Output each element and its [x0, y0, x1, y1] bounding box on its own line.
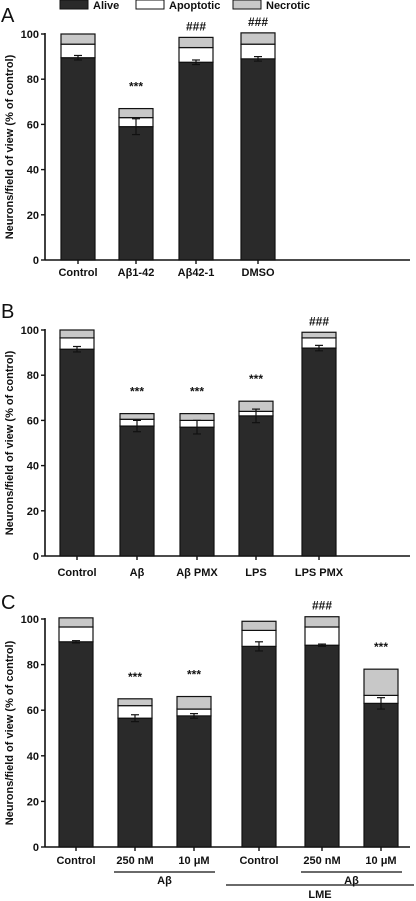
significance-mark: *** — [130, 385, 144, 399]
legend-swatch-necrotic — [232, 0, 262, 10]
bar-alive — [301, 347, 337, 557]
bar-alive — [59, 348, 95, 557]
panel-B: B 0 20 40 60 80 100 Neurons/field of view (% of… — [1, 301, 410, 579]
significance-mark: *** — [129, 80, 143, 94]
x-tick-label: Aβ PMX — [176, 567, 218, 579]
y-tick-label: 80 — [27, 74, 39, 86]
x-tick-label: Aβ42-1 — [178, 267, 215, 279]
bar-alive — [178, 61, 214, 261]
bar-alive — [118, 126, 154, 261]
y-tick-label: 20 — [27, 796, 39, 808]
bar-apoptotic — [304, 626, 340, 646]
bar-necrotic — [59, 329, 95, 339]
y-tick-label: 20 — [27, 506, 39, 518]
legend-label-necrotic: Necrotic — [266, 0, 310, 12]
significance-mark: ### — [186, 19, 206, 33]
significance-mark: *** — [249, 372, 263, 386]
significance-mark: ### — [309, 314, 329, 328]
bar-alive — [363, 702, 399, 848]
y-tick-label: 40 — [27, 461, 39, 473]
y-tick-label: 60 — [27, 119, 39, 131]
y-tick-label: 100 — [21, 29, 39, 41]
bar-alive — [117, 717, 153, 848]
legend-label-apoptotic: Apoptotic — [169, 0, 220, 12]
legend-swatch-alive — [59, 0, 89, 10]
bar-alive — [304, 644, 340, 848]
y-tick-label: 80 — [27, 660, 39, 672]
bar-necrotic — [240, 32, 276, 45]
x-tick-label: Control — [57, 567, 96, 579]
bar-alive — [119, 425, 155, 557]
y-tick-label: 0 — [33, 255, 39, 267]
bar-alive — [241, 645, 277, 848]
bar-alive — [238, 415, 274, 557]
group-label: LME — [308, 889, 331, 901]
y-tick-label: 80 — [27, 370, 39, 382]
bar-necrotic — [178, 36, 214, 49]
panel-C: C 0 20 40 60 80 100 Neurons/field of view (% of… — [1, 592, 414, 901]
bar-alive — [179, 426, 215, 557]
bar-necrotic — [179, 413, 215, 421]
y-tick-label: 60 — [27, 705, 39, 717]
x-tick-label: 250 nM — [116, 855, 153, 867]
y-tick-label: 100 — [21, 325, 39, 337]
bar-necrotic — [118, 107, 154, 119]
bar-necrotic — [58, 617, 94, 628]
bar-alive — [58, 641, 94, 848]
y-tick-label: 100 — [21, 614, 39, 626]
x-tick-label: Control — [239, 855, 278, 867]
bar-necrotic — [304, 616, 340, 628]
panel-letter: C — [1, 592, 15, 614]
bar-necrotic — [117, 698, 153, 707]
bar-necrotic — [301, 331, 337, 339]
y-axis-label: Neurons/field of view (% of control) — [4, 54, 16, 239]
y-axis-label: Neurons/field of view (% of control) — [4, 350, 16, 535]
y-tick-label: 20 — [27, 210, 39, 222]
y-tick-label: 60 — [27, 415, 39, 427]
panels: A 0 20 40 60 80 100 Neurons/field of view (% of… — [1, 5, 414, 901]
bar-necrotic — [241, 620, 277, 632]
y-tick-label: 40 — [27, 165, 39, 177]
significance-mark: *** — [374, 640, 388, 654]
y-axis-label: Neurons/field of view (% of control) — [4, 640, 16, 825]
x-tick-label: LPS — [245, 567, 266, 579]
x-tick-label: 10 μM — [178, 855, 209, 867]
bar-alive — [240, 58, 276, 261]
panel-letter: B — [1, 301, 14, 323]
y-tick-label: 40 — [27, 751, 39, 763]
y-tick-label: 0 — [33, 842, 39, 854]
legend-swatch-apoptotic — [135, 0, 165, 10]
group-label: Aβ — [344, 875, 359, 887]
significance-mark: ### — [312, 599, 332, 613]
significance-mark: *** — [187, 668, 201, 682]
y-tick-label: 0 — [33, 551, 39, 563]
x-tick-label: Aβ — [130, 567, 145, 579]
legend-label-alive: Alive — [93, 0, 119, 12]
group-label: Aβ — [157, 875, 172, 887]
significance-mark: ### — [248, 15, 268, 29]
x-tick-label: Control — [56, 855, 95, 867]
panel-A: A 0 20 40 60 80 100 Neurons/field of view (% of… — [1, 5, 410, 279]
bar-alive — [60, 57, 96, 261]
x-tick-label: 10 μM — [365, 855, 396, 867]
x-tick-label: DMSO — [242, 267, 275, 279]
x-tick-label: Control — [58, 267, 97, 279]
panel-letter: A — [1, 5, 15, 27]
bar-necrotic — [119, 413, 155, 420]
bar-necrotic — [176, 695, 212, 710]
legend: Alive Apoptotic Necrotic — [59, 0, 310, 12]
x-tick-label: LPS PMX — [295, 567, 344, 579]
significance-mark: *** — [128, 670, 142, 684]
x-tick-label: 250 nM — [303, 855, 340, 867]
x-tick-label: Aβ1-42 — [118, 267, 155, 279]
bar-alive — [176, 715, 212, 848]
significance-mark: *** — [190, 385, 204, 399]
bar-apoptotic — [58, 626, 94, 643]
bar-necrotic — [60, 33, 96, 45]
bar-necrotic — [363, 668, 399, 696]
